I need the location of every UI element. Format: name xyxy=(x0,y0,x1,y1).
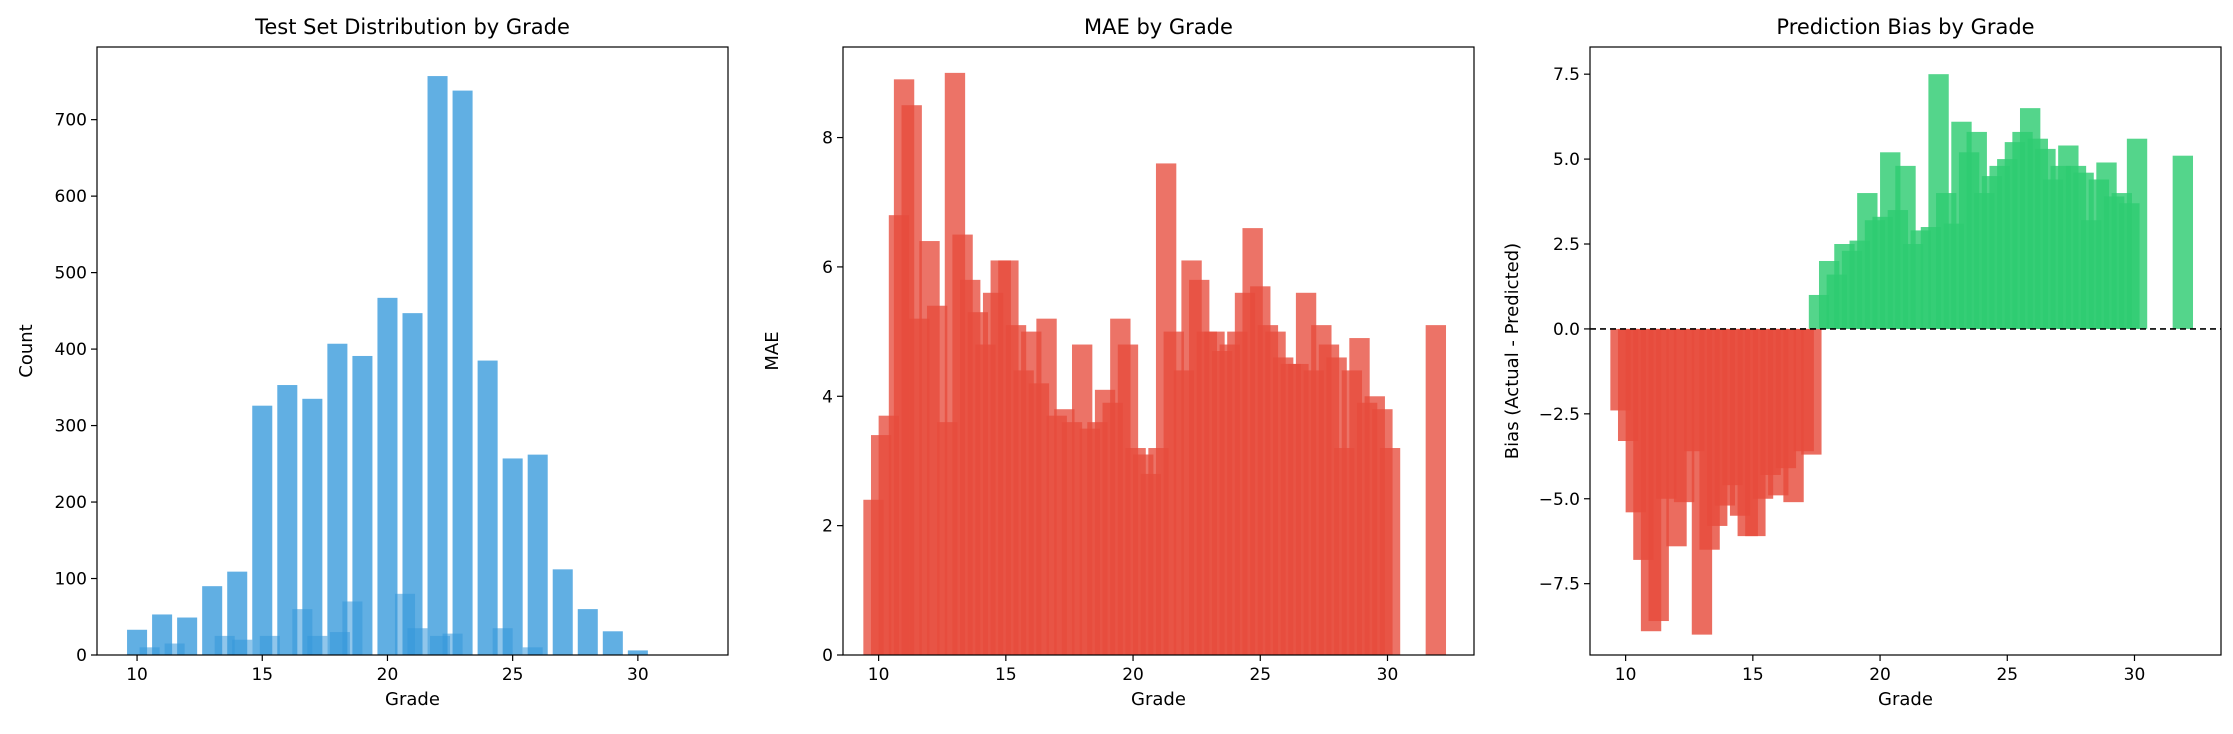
count-ytick-label: 700 xyxy=(55,111,87,131)
mae-ytick-label: 0 xyxy=(822,646,833,666)
count-bar xyxy=(377,297,398,655)
bias-chart-ylabel: Bias (Actual - Predicted) xyxy=(1502,243,1523,459)
count-ytick-label: 500 xyxy=(55,264,87,284)
bias-xtick-label: 10 xyxy=(1615,665,1637,685)
count-bar xyxy=(442,633,463,655)
count-bar xyxy=(302,398,323,655)
bias-chart-panel: Prediction Bias by Grade Grade Bias (Act… xyxy=(1502,15,2222,710)
count-chart-ylabel: Count xyxy=(16,324,37,377)
mae-xtick-label: 30 xyxy=(1377,665,1399,685)
bias-bar-positive xyxy=(2126,138,2148,329)
mae-bar xyxy=(1425,325,1447,655)
count-bar xyxy=(164,643,185,655)
count-histogram-panel: Test Set Distribution by Grade Grade Cou… xyxy=(16,15,729,710)
count-bar xyxy=(277,385,298,655)
count-bar xyxy=(259,635,280,655)
count-chart-title: Test Set Distribution by Grade xyxy=(254,15,570,39)
bias-bar-positive xyxy=(2172,155,2194,329)
count-axes-frame xyxy=(96,46,729,656)
count-bars xyxy=(127,76,648,655)
count-bar xyxy=(232,639,253,655)
mae-chart-title: MAE by Grade xyxy=(1084,15,1233,39)
bias-ytick-label: 2.5 xyxy=(1553,235,1580,255)
count-bar xyxy=(602,631,623,655)
bias-ytick-label: 0.0 xyxy=(1553,320,1580,340)
mae-ytick-label: 2 xyxy=(822,517,833,537)
bias-chart-xlabel: Grade xyxy=(1878,689,1933,710)
count-ytick-label: 600 xyxy=(55,187,87,207)
count-bar xyxy=(342,601,363,655)
count-xtick-label: 30 xyxy=(627,665,649,685)
count-chart-xlabel: Grade xyxy=(385,689,440,710)
count-xtick-label: 20 xyxy=(377,665,399,685)
count-bar xyxy=(522,647,543,655)
mae-chart-xlabel: Grade xyxy=(1131,689,1186,710)
count-xtick-label: 25 xyxy=(502,665,524,685)
mae-ytick-label: 8 xyxy=(822,129,833,149)
mae-chart-ylabel: MAE xyxy=(762,331,783,370)
mae-bar xyxy=(1379,448,1401,655)
bias-ytick-label: −5.0 xyxy=(1539,490,1580,510)
mae-xtick-label: 20 xyxy=(1122,665,1144,685)
count-bar xyxy=(452,90,473,655)
count-bar xyxy=(214,635,235,655)
bias-ytick-label: −2.5 xyxy=(1539,405,1580,425)
count-bar xyxy=(627,650,648,655)
bias-ytick-label: 5.0 xyxy=(1553,150,1580,170)
bias-xtick-label: 15 xyxy=(1742,665,1764,685)
bias-xtick-label: 30 xyxy=(2124,665,2146,685)
mae-axes-frame xyxy=(842,46,1475,656)
bias-ytick-label: 7.5 xyxy=(1553,65,1580,85)
mae-xtick-label: 10 xyxy=(868,665,890,685)
count-bar xyxy=(502,458,523,655)
count-bar xyxy=(577,609,598,655)
count-ytick-label: 100 xyxy=(55,570,87,590)
count-bar xyxy=(552,569,573,655)
count-bar xyxy=(407,628,428,655)
mae-chart-panel: MAE by Grade Grade MAE 10 15 20 25 30 0 2 4 6 8 xyxy=(762,15,1475,710)
count-ytick-label: 400 xyxy=(55,340,87,360)
count-bar xyxy=(527,454,548,655)
count-xtick-label: 15 xyxy=(251,665,273,685)
count-ytick-label: 0 xyxy=(76,646,87,666)
bias-bars xyxy=(1610,74,2194,635)
count-bar xyxy=(307,635,328,655)
bias-xtick-label: 20 xyxy=(1869,665,1891,685)
count-bar xyxy=(427,76,448,655)
bias-bar-negative xyxy=(1801,328,1822,455)
bias-xtick-label: 25 xyxy=(1996,665,2018,685)
count-bar xyxy=(252,405,273,655)
count-bar xyxy=(227,571,248,655)
bias-axes-frame xyxy=(1589,46,2222,656)
count-bar xyxy=(352,355,373,655)
count-bar xyxy=(402,313,423,655)
count-bar xyxy=(139,647,160,655)
mae-xtick-label: 15 xyxy=(995,665,1017,685)
mae-ytick-label: 4 xyxy=(822,387,833,407)
count-bar xyxy=(327,343,348,655)
bias-chart-title: Prediction Bias by Grade xyxy=(1776,15,2034,39)
mae-ytick-label: 6 xyxy=(822,258,833,278)
count-ytick-label: 200 xyxy=(55,493,87,513)
mae-xtick-label: 25 xyxy=(1249,665,1271,685)
count-bar xyxy=(477,360,498,655)
bias-ytick-label: −7.5 xyxy=(1539,575,1580,595)
count-bar xyxy=(292,609,313,655)
count-ytick-label: 300 xyxy=(55,417,87,437)
mae-bars xyxy=(863,72,1447,656)
count-xtick-label: 10 xyxy=(126,665,148,685)
count-bar xyxy=(492,628,513,655)
